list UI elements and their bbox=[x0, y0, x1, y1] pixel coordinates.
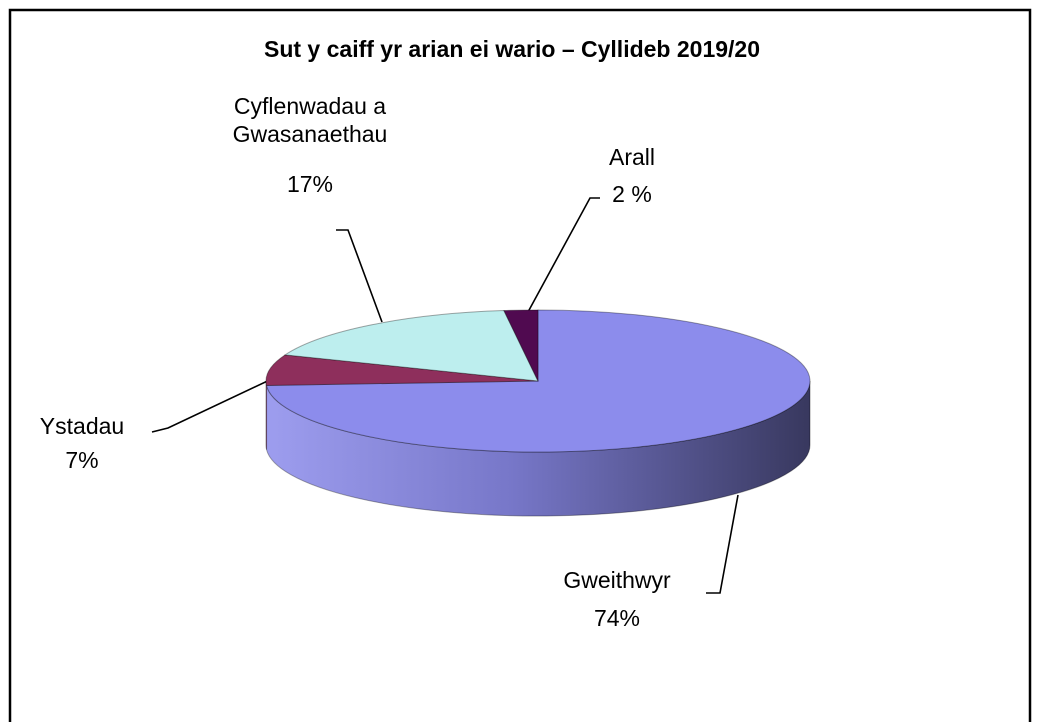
slice bbox=[265, 354, 539, 386]
leader-line bbox=[151, 376, 277, 433]
leader-lines bbox=[151, 197, 739, 594]
frame bbox=[8, 8, 1032, 722]
value-label: 74% bbox=[593, 605, 641, 631]
leader-line bbox=[706, 494, 739, 594]
category-label: Ystadau bbox=[39, 413, 125, 439]
side-shade bbox=[266, 381, 267, 450]
leader-line bbox=[527, 197, 600, 313]
category-label: Arall bbox=[608, 144, 655, 170]
category-label: Gweithwyr bbox=[563, 567, 671, 593]
leader-line bbox=[336, 229, 383, 323]
value-label: 7% bbox=[65, 447, 99, 473]
slice bbox=[503, 309, 539, 382]
value-label: 2 % bbox=[612, 181, 652, 207]
value-label: 17% bbox=[286, 171, 334, 197]
category-label: Cyflenwadau a Gwasanaethau bbox=[232, 93, 388, 147]
slice bbox=[265, 309, 811, 453]
chart-title: Sut y caiff yr arian ei wario – Cyllideb… bbox=[263, 36, 761, 62]
slice bbox=[283, 310, 539, 382]
side-shade bbox=[266, 381, 810, 517]
